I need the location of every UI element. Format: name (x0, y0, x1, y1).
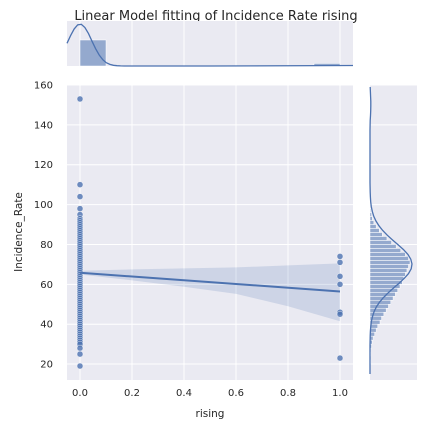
y-hist-bar (369, 260, 411, 265)
main-plot-panel (67, 85, 353, 380)
y-hist-bar (369, 220, 375, 225)
y-kde-curve (369, 86, 413, 374)
x-tick-label: 0.8 (280, 388, 296, 399)
y-tick-label: 80 (40, 240, 53, 251)
y-axis-label: Incidence_Rate (13, 192, 25, 272)
y-tick-label: 40 (40, 320, 53, 331)
x-marginal-histogram (66, 23, 354, 67)
scatter-point (336, 253, 344, 260)
y-hist-bar (369, 307, 387, 313)
scatter-point (76, 205, 84, 212)
y-marginal-histogram (369, 86, 413, 374)
y-tick-label: 100 (34, 200, 53, 211)
tick-labels: 0.0 0.2 0.4 0.6 0.8 1.0 20 40 60 80 100 120 140 160 (34, 81, 348, 400)
y-hist-bar (369, 264, 409, 269)
x-axis-label: rising (196, 408, 225, 420)
scatter-point (76, 95, 84, 103)
y-hist-bar (369, 208, 372, 213)
y-hist-bar (369, 248, 402, 253)
x-tick-label: 0.0 (72, 388, 88, 399)
scatter-point (76, 181, 84, 188)
y-hist-bar (369, 311, 385, 317)
scatter-point (336, 354, 344, 362)
y-hist-bar (369, 268, 408, 273)
y-hist-bar (369, 280, 403, 285)
regression-line (79, 271, 341, 293)
y-hist-bar (369, 272, 406, 277)
x-kde-curve (66, 23, 354, 67)
scatter-point (76, 350, 84, 358)
y-tick-label: 20 (40, 360, 53, 371)
scatter-point (76, 362, 84, 370)
y-tick-label: 160 (34, 81, 53, 92)
y-hist-bar (369, 228, 380, 233)
y-hist-bar (369, 216, 373, 221)
y-hist-bar (369, 256, 409, 261)
y-hist-bar (369, 224, 377, 229)
y-hist-bar (369, 252, 406, 257)
y-hist-bar (369, 240, 392, 245)
x-tick-label: 0.4 (176, 388, 192, 399)
y-hist-bar (369, 232, 383, 237)
x-tick-label: 0.6 (228, 388, 244, 399)
y-tick-label: 120 (34, 160, 53, 171)
y-hist-bar (369, 244, 397, 249)
y-tick-label: 140 (34, 120, 53, 131)
scatter-point (336, 281, 344, 288)
y-tick-label: 60 (40, 280, 53, 291)
scatter-point (76, 193, 84, 200)
scatter-point (336, 259, 344, 266)
y-hist-bar (369, 236, 388, 241)
top-marginal-panel (67, 21, 353, 66)
scatter-point (336, 273, 344, 280)
x-tick-label: 1.0 (332, 388, 348, 399)
chart-title: Linear Model fitting of Incidence Rate r… (74, 9, 357, 24)
y-hist-bar (369, 276, 405, 281)
y-hist-bar (369, 288, 398, 293)
regression-line-layer (79, 271, 341, 293)
x-tick-label: 0.2 (124, 388, 140, 399)
scatter-point (76, 344, 84, 352)
y-hist-bar (369, 304, 389, 309)
y-hist-bar (369, 212, 372, 217)
scatter-point (336, 311, 344, 318)
y-hist-bar (369, 292, 396, 297)
